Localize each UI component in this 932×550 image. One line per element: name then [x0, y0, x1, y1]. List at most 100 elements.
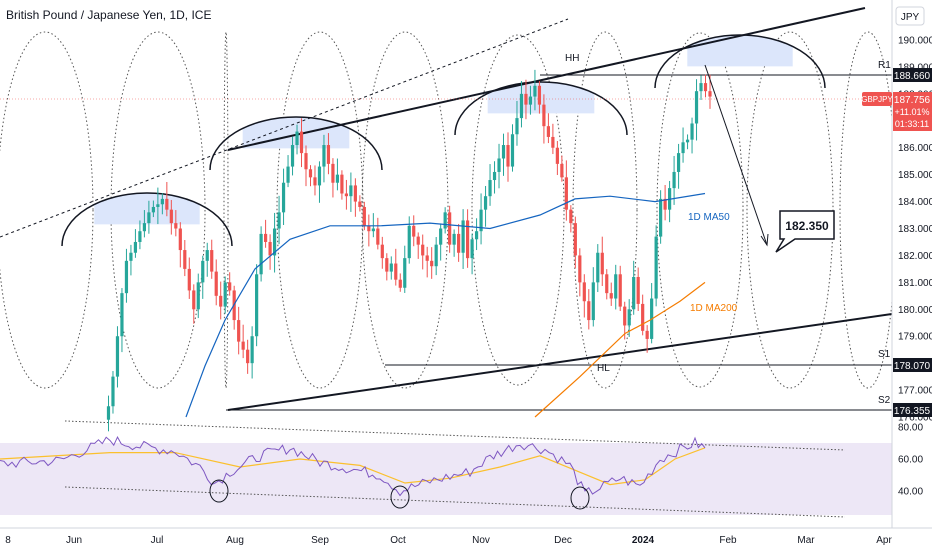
candle-body-28 — [228, 282, 232, 291]
candle-body-72 — [425, 255, 429, 261]
candle-body-115 — [618, 274, 622, 307]
time-label-4: Sep — [311, 535, 329, 546]
candle-body-25 — [214, 271, 218, 296]
rsi-tick-0: 80.00 — [898, 423, 923, 434]
candle-body-90 — [506, 145, 510, 167]
r1-label: R1 — [878, 60, 891, 71]
candle-body-106 — [578, 255, 582, 283]
rsi-lower-line — [64, 486, 846, 518]
candle-body-85 — [483, 196, 488, 210]
ma50-label: 1D MA50 — [688, 212, 730, 223]
candle-body-125 — [663, 198, 667, 210]
candle-body-79 — [457, 233, 461, 253]
candle-body-118 — [632, 276, 636, 310]
projection-arrow — [704, 64, 769, 247]
candle-body-110 — [596, 252, 600, 283]
candle-body-60 — [371, 228, 375, 232]
price-axis[interactable]: JPY 190.000189.000188.000187.000186.0001… — [861, 0, 932, 530]
candle-body-50 — [326, 145, 331, 164]
candle-body-49 — [322, 145, 326, 167]
candle-body-74 — [434, 244, 438, 267]
candle-body-104 — [569, 209, 573, 224]
candle-body-45 — [304, 153, 308, 170]
time-label-3: Aug — [226, 535, 244, 546]
symbol-tag: GBPJPY — [861, 95, 893, 104]
candle-body-111 — [600, 252, 604, 275]
price-tick-5: 185.000 — [898, 170, 932, 181]
candle-body-99 — [546, 126, 550, 137]
candle-body-127 — [672, 171, 676, 189]
price-tick-8: 182.000 — [898, 251, 932, 262]
current-price-value: 187.756 — [894, 95, 931, 106]
candle-body-8 — [138, 231, 142, 242]
candle-body-31 — [241, 341, 245, 350]
candle-body-7 — [133, 241, 138, 253]
candle-body-119 — [636, 276, 640, 304]
time-labels: 8 Jun Jul Aug Sep Oct Nov Dec 2024 Feb Mar Apr — [5, 535, 892, 546]
candle-body-83 — [474, 231, 479, 240]
rsi-tick-2: 40.00 — [898, 487, 923, 498]
rsi-tick-1: 60.00 — [898, 455, 923, 466]
candle-body-18 — [183, 250, 187, 269]
candle-body-43 — [295, 131, 299, 146]
candle-body-26 — [219, 295, 223, 307]
candle-body-2 — [111, 376, 115, 407]
price-tick-9: 181.000 — [898, 278, 932, 289]
candle-body-92 — [515, 118, 519, 135]
candle-body-57 — [358, 201, 362, 207]
price-tick-0: 190.000 — [898, 36, 932, 47]
candle-body-77 — [448, 212, 452, 245]
r1-price-tag: 188.660 — [893, 68, 932, 82]
candle-body-76 — [443, 212, 447, 229]
ma50-line — [185, 192, 706, 418]
s2-price-tag: 176.355 — [893, 403, 932, 417]
candle-body-67 — [403, 258, 407, 288]
time-label-0: 8 — [5, 535, 11, 546]
candle-body-89 — [501, 145, 506, 159]
candle-body-109 — [591, 282, 595, 321]
candle-body-30 — [237, 320, 241, 342]
cycle-ellipse-1 — [0, 31, 94, 389]
candle-body-33 — [250, 336, 254, 364]
price-tick-1: 189.000 — [898, 62, 932, 73]
candle-body-55 — [349, 185, 353, 197]
candle-body-41 — [286, 166, 290, 183]
cycle-ellipse-6 — [471, 34, 565, 386]
candle-body-13 — [160, 198, 164, 205]
candle-body-19 — [187, 268, 191, 291]
candle-body-75 — [439, 228, 443, 245]
price-change: +11.01% — [894, 107, 929, 117]
candle-body-15 — [169, 209, 173, 224]
candle-body-9 — [142, 223, 146, 232]
candle-body-63 — [385, 258, 389, 272]
ma200-line — [534, 281, 706, 418]
candle-body-123 — [654, 236, 658, 299]
candle-body-5 — [124, 260, 129, 294]
cycle-ellipse-9 — [746, 31, 834, 389]
candle-body-113 — [609, 293, 613, 299]
candle-body-14 — [165, 198, 169, 210]
candle-body-10 — [147, 212, 151, 224]
candle-body-58 — [362, 206, 366, 226]
s1-price-tag: 178.070 — [893, 358, 932, 372]
candle-body-135 — [708, 91, 712, 97]
candle-body-48 — [317, 166, 322, 186]
time-axis[interactable]: 8 Jun Jul Aug Sep Oct Nov Dec 2024 Feb Mar Apr — [0, 527, 932, 550]
candle-body-131 — [690, 123, 694, 140]
time-label-9: Feb — [719, 535, 737, 546]
candle-body-32 — [246, 349, 250, 364]
candle-body-84 — [479, 209, 483, 232]
svg-text:178.070: 178.070 — [894, 361, 931, 372]
currency-box[interactable]: JPY — [895, 6, 925, 26]
rsi-ticks: 80.00 60.00 40.00 — [898, 423, 923, 498]
candle-body-69 — [412, 225, 416, 237]
cycle-ellipse-7 — [572, 31, 638, 389]
price-tick-7: 183.000 — [898, 224, 932, 235]
candle-body-107 — [582, 282, 586, 302]
target-label: 182.350 — [785, 219, 829, 233]
candle-body-42 — [290, 145, 295, 167]
time-label-10: Mar — [797, 535, 815, 546]
candle-body-24 — [210, 250, 214, 272]
channel-upper-line — [227, 7, 866, 151]
